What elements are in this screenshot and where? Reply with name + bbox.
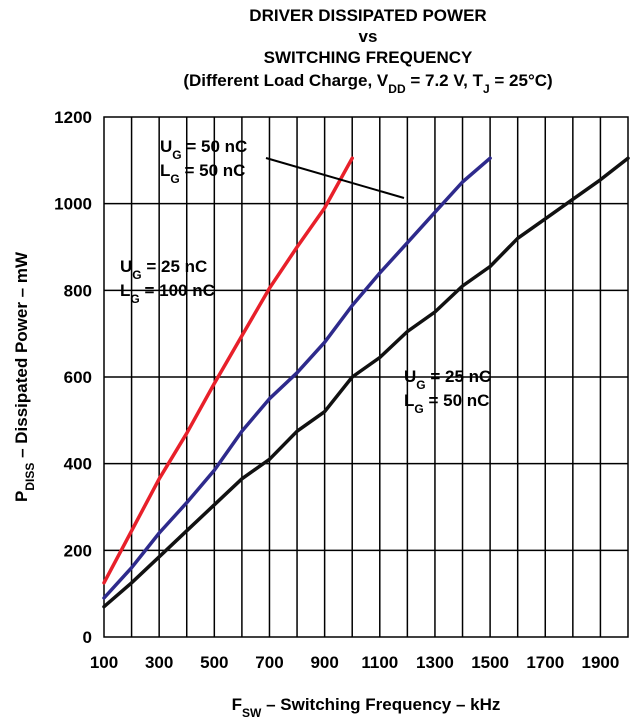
x-tick-label: 1700 bbox=[526, 653, 564, 672]
annotation-3-line-1: UG = 25 nC bbox=[404, 367, 491, 392]
annotation-2-line-1: UG = 25 nC bbox=[120, 257, 207, 282]
annotation-2-l-value: = 100 nC bbox=[140, 281, 215, 300]
annotation-1-u-sub: G bbox=[172, 148, 181, 162]
annotation-1-l-sub: G bbox=[170, 172, 179, 186]
y-tick-label: 1000 bbox=[54, 195, 92, 214]
y-tick-label: 1200 bbox=[54, 108, 92, 127]
annotation-3-l-value: = 50 nC bbox=[424, 391, 490, 410]
annotation-2-l-sub: G bbox=[130, 292, 139, 306]
y-tick-label: 0 bbox=[83, 628, 92, 647]
title-line-4-mid: = 7.2 V, T bbox=[406, 71, 484, 90]
annotation-1-u: U bbox=[160, 137, 172, 156]
y-tick-label: 600 bbox=[64, 368, 92, 387]
x-tick-label: 1500 bbox=[471, 653, 509, 672]
y-axis-label-rest: – Dissipated Power – mW bbox=[12, 251, 31, 463]
title-line-4-post: = 25°C) bbox=[490, 71, 553, 90]
y-axis-label-sub: DISS bbox=[23, 463, 37, 491]
annotation-1-line-2: LG = 50 nC bbox=[160, 161, 245, 186]
title-line-4-pre: (Different Load Charge, V bbox=[183, 71, 389, 90]
annotation-3-u: U bbox=[404, 367, 416, 386]
annotation-2-u: U bbox=[120, 257, 132, 276]
chart-title: DRIVER DISSIPATED POWER vs SWITCHING FRE… bbox=[183, 6, 552, 96]
x-tick-labels: 100 300 500 700 900 1100 1300 1500 1700 1900 bbox=[90, 653, 620, 672]
y-tick-labels: 0 200 400 600 800 1000 1200 bbox=[54, 108, 92, 647]
x-tick-label: 1100 bbox=[361, 653, 398, 672]
y-axis-label-main: P bbox=[12, 491, 31, 502]
x-axis-label: FSW – Switching Frequency – kHz bbox=[232, 695, 501, 720]
title-line-4-sub-dd: DD bbox=[388, 82, 406, 96]
annotation-ug50-lg50: UG = 50 nC LG = 50 nC bbox=[160, 137, 247, 186]
y-tick-label: 200 bbox=[64, 541, 92, 560]
y-tick-label: 800 bbox=[64, 281, 92, 300]
annotation-3-u-sub: G bbox=[416, 378, 425, 392]
series-lines bbox=[102, 156, 630, 609]
annotation-3-u-value: = 25 nC bbox=[426, 367, 492, 386]
title-line-1: DRIVER DISSIPATED POWER bbox=[249, 6, 486, 25]
annotation-3-l-sub: G bbox=[414, 402, 423, 416]
annotation-3-line-2: LG = 50 nC bbox=[404, 391, 489, 416]
annotation-1-u-value: = 50 nC bbox=[182, 137, 248, 156]
annotation-ug25-lg50: UG = 25 nC LG = 50 nC bbox=[404, 367, 491, 416]
series-line-3 bbox=[102, 156, 630, 609]
x-tick-label: 900 bbox=[310, 653, 338, 672]
series-line-2 bbox=[102, 156, 492, 600]
x-axis-label-rest: – Switching Frequency – kHz bbox=[261, 695, 500, 714]
annotation-3-l: L bbox=[404, 391, 414, 410]
x-tick-label: 1300 bbox=[416, 653, 454, 672]
annotation-1-l-value: = 50 nC bbox=[180, 161, 246, 180]
title-line-3: SWITCHING FREQUENCY bbox=[264, 48, 473, 67]
annotation-1-line-1: UG = 50 nC bbox=[160, 137, 247, 162]
annotation-2-l: L bbox=[120, 281, 130, 300]
annotation-leader-line bbox=[265, 157, 405, 199]
x-axis-label-sub: SW bbox=[242, 706, 262, 720]
annotation-ug25-lg100: UG = 25 nC LG = 100 nC bbox=[120, 257, 215, 306]
x-axis-label-main: F bbox=[232, 695, 242, 714]
y-tick-label: 400 bbox=[64, 455, 92, 474]
x-tick-label: 1900 bbox=[582, 653, 620, 672]
annotation-2-u-sub: G bbox=[132, 268, 141, 282]
title-line-4: (Different Load Charge, VDD = 7.2 V, TJ … bbox=[183, 71, 552, 96]
x-tick-label: 500 bbox=[200, 653, 228, 672]
grid bbox=[104, 117, 628, 637]
x-tick-label: 300 bbox=[145, 653, 173, 672]
y-axis-label: PDISS – Dissipated Power – mW bbox=[12, 251, 37, 502]
annotation-1-l: L bbox=[160, 161, 170, 180]
x-tick-label: 700 bbox=[255, 653, 283, 672]
x-tick-label: 100 bbox=[90, 653, 118, 672]
series-line-1 bbox=[102, 156, 354, 585]
title-line-4-sub-j: J bbox=[483, 82, 490, 96]
annotation-2-line-2: LG = 100 nC bbox=[120, 281, 215, 306]
annotation-2-u-value: = 25 nC bbox=[142, 257, 208, 276]
title-line-2: vs bbox=[359, 27, 378, 46]
